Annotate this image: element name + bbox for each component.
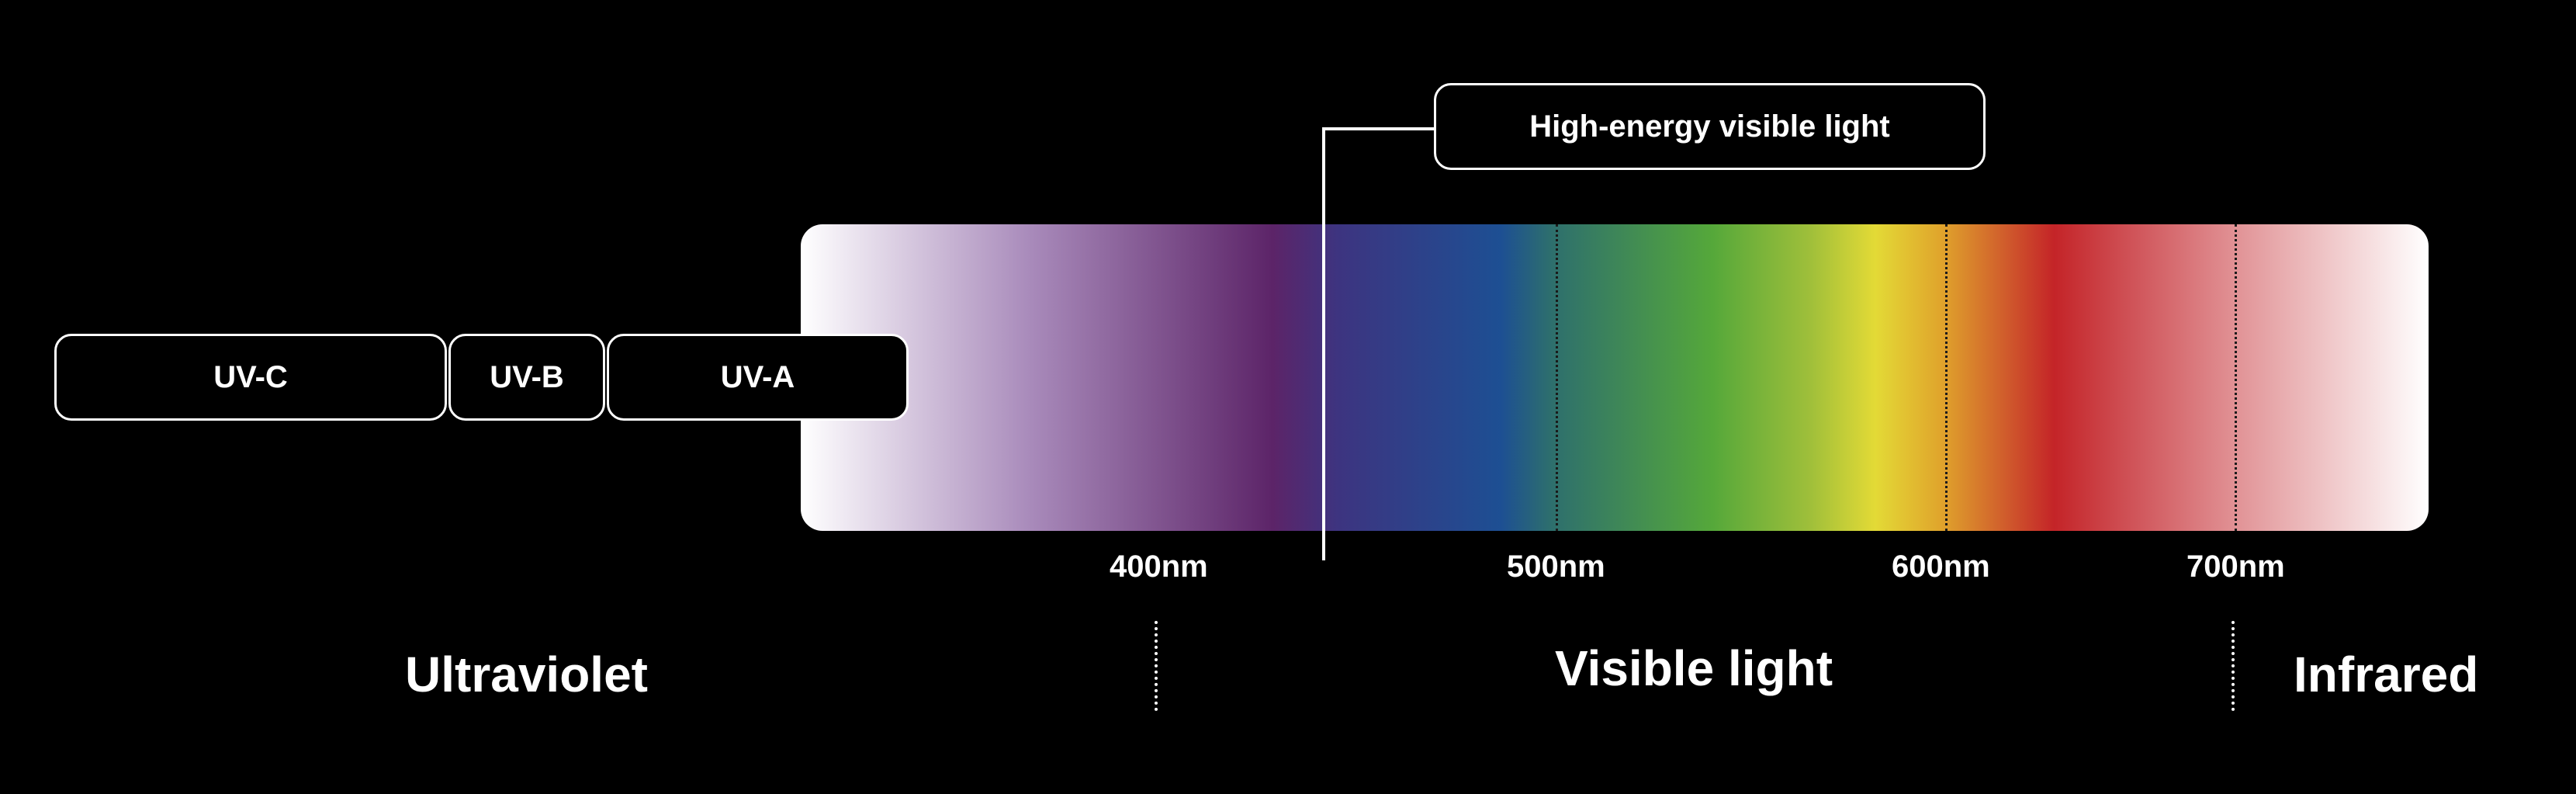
region-label-ultraviolet: Ultraviolet bbox=[405, 647, 648, 702]
region-label-infrared: Infrared bbox=[2294, 647, 2479, 702]
uv-a-box: UV-A bbox=[607, 334, 909, 421]
callout-label: High-energy visible light bbox=[1529, 109, 1890, 144]
spectrum-gradient-bar bbox=[801, 224, 2429, 531]
high-energy-visible-light-callout: High-energy visible light bbox=[1434, 83, 1986, 170]
tick-label-500nm: 500nm bbox=[1507, 550, 1605, 584]
uv-c-label: UV-C bbox=[213, 359, 288, 394]
uv-c-box: UV-C bbox=[54, 334, 447, 421]
tick-label-600nm: 600nm bbox=[1892, 550, 1990, 584]
uv-b-label: UV-B bbox=[490, 359, 564, 394]
separator-600nm bbox=[1945, 224, 1948, 531]
separator-700nm bbox=[2235, 224, 2237, 531]
uv-b-box: UV-B bbox=[448, 334, 605, 421]
region-divider-visible-infrared bbox=[2231, 621, 2235, 711]
tick-label-400nm: 400nm bbox=[1110, 550, 1208, 584]
region-label-visible-light: Visible light bbox=[1555, 640, 1833, 696]
separator-500nm bbox=[1556, 224, 1558, 531]
tick-label-700nm: 700nm bbox=[2186, 550, 2285, 584]
region-divider-uv-visible bbox=[1155, 621, 1158, 711]
uv-a-label: UV-A bbox=[720, 359, 795, 394]
